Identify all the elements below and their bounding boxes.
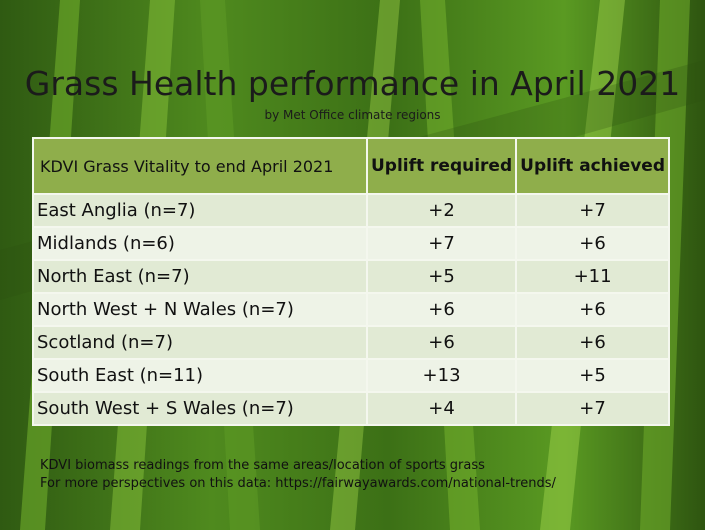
value-cell: +7 <box>515 391 670 426</box>
footnote: KDVI biomass readings from the same area… <box>40 458 485 473</box>
region-cell: South East (n=11) <box>32 358 368 393</box>
value-cell: +6 <box>515 325 670 360</box>
data-table: KDVI Grass Vitality to end April 2021 Upl… <box>32 137 670 426</box>
value-cell: +7 <box>365 226 518 261</box>
value-cell: +13 <box>365 358 518 393</box>
table-row: Scotland (n=7) +6 +6 <box>32 325 670 360</box>
value-cell: +6 <box>365 292 518 327</box>
region-cell: East Anglia (n=7) <box>32 193 368 228</box>
table-row: South West + S Wales (n=7) +4 +7 <box>32 391 670 426</box>
subtitle: by Met Office climate regions <box>264 108 441 122</box>
table-row: Midlands (n=6) +7 +6 <box>32 226 670 261</box>
value-cell: +6 <box>515 292 670 327</box>
value-cell: +5 <box>515 358 670 393</box>
table-row: East Anglia (n=7) +2 +7 <box>32 193 670 228</box>
value-cell: +2 <box>365 193 518 228</box>
header-cell: Uplift required <box>365 137 518 195</box>
value-cell: +6 <box>365 325 518 360</box>
region-cell: North East (n=7) <box>32 259 368 294</box>
header-cell: KDVI Grass Vitality to end April 2021 <box>32 137 368 195</box>
title: Grass Health performance in April 2021 <box>24 64 681 103</box>
table-row: South East (n=11) +13 +5 <box>32 358 670 393</box>
value-cell: +5 <box>365 259 518 294</box>
value-cell: +6 <box>515 226 670 261</box>
region-cell: Midlands (n=6) <box>32 226 368 261</box>
region-cell: Scotland (n=7) <box>32 325 368 360</box>
footnote: For more perspectives on this data: http… <box>40 476 556 491</box>
table-row: North West + N Wales (n=7) +6 +6 <box>32 292 670 327</box>
table-row: North East (n=7) +5 +11 <box>32 259 670 294</box>
value-cell: +7 <box>515 193 670 228</box>
header-row: KDVI Grass Vitality to end April 2021 Upl… <box>32 137 670 195</box>
value-cell: +4 <box>365 391 518 426</box>
region-cell: South West + S Wales (n=7) <box>32 391 368 426</box>
header-cell: Uplift achieved <box>515 137 670 195</box>
region-cell: North West + N Wales (n=7) <box>32 292 368 327</box>
value-cell: +11 <box>515 259 670 294</box>
